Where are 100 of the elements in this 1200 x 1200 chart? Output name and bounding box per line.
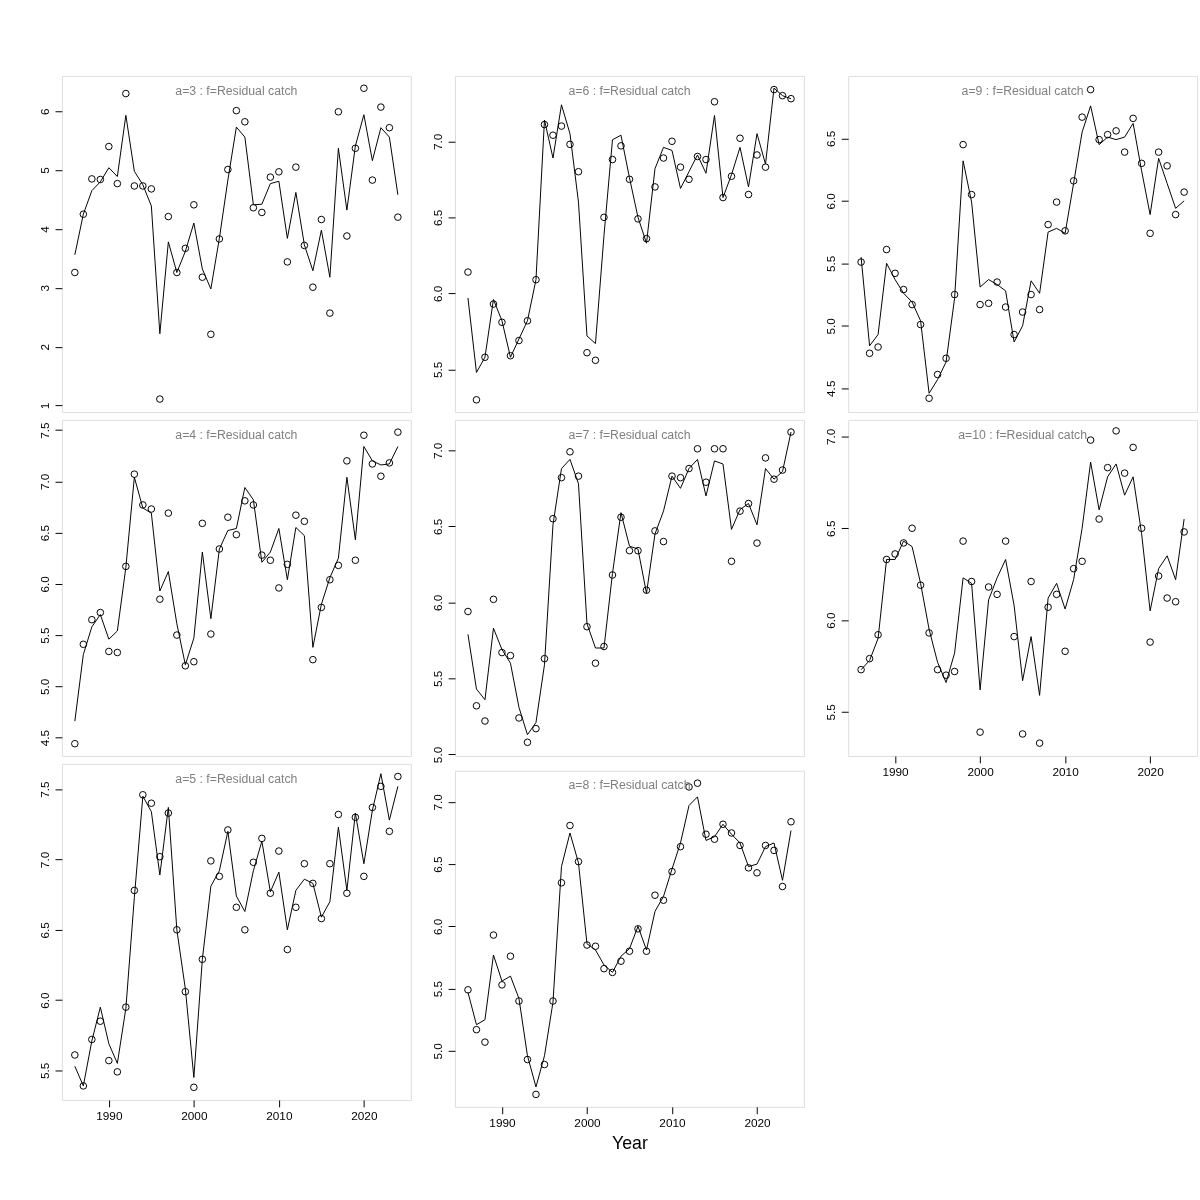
- point: [232, 106, 241, 115]
- point: [727, 829, 736, 837]
- point: [515, 997, 523, 1005]
- y-tick-label: 6.5: [823, 520, 837, 537]
- point: [685, 464, 693, 473]
- point: [283, 258, 292, 266]
- point: [360, 84, 368, 93]
- point: [1027, 577, 1035, 586]
- point: [874, 630, 882, 639]
- point: [600, 964, 608, 973]
- point: [1163, 162, 1171, 170]
- point: [292, 511, 300, 519]
- y-tick-label: 5.5: [37, 1062, 51, 1080]
- point: [916, 320, 925, 329]
- point: [283, 945, 292, 954]
- point: [1146, 638, 1154, 646]
- point: [258, 834, 266, 843]
- y-tick-label: 6.5: [430, 209, 444, 227]
- point: [181, 244, 190, 253]
- point: [710, 97, 719, 106]
- point: [634, 546, 642, 555]
- point: [874, 343, 882, 351]
- point: [1146, 229, 1154, 238]
- point: [676, 473, 685, 482]
- point: [1154, 148, 1163, 156]
- point: [156, 852, 164, 861]
- y-tick-label: 6.0: [823, 192, 837, 210]
- point: [1171, 597, 1180, 606]
- point: [736, 841, 744, 850]
- point: [506, 651, 515, 660]
- x-tick-label: 2020: [744, 1116, 772, 1129]
- point: [351, 556, 360, 565]
- point: [549, 997, 557, 1005]
- y-tick-label: 5.0: [823, 317, 837, 335]
- point: [659, 154, 668, 162]
- point: [659, 896, 668, 904]
- point: [464, 986, 472, 994]
- point: [377, 782, 385, 791]
- point: [498, 648, 506, 657]
- point: [232, 530, 241, 539]
- point: [984, 583, 993, 591]
- y-tick-label: 6.0: [823, 611, 837, 629]
- point: [1154, 572, 1163, 580]
- point: [241, 118, 249, 126]
- point: [651, 527, 659, 535]
- text: a=7 : f=Residual catch: [568, 427, 691, 442]
- line-series: [74, 773, 399, 1087]
- y-tick-label: 5.0: [430, 1042, 444, 1060]
- point: [942, 354, 950, 363]
- point: [984, 299, 993, 308]
- point: [394, 428, 402, 436]
- y-tick-label: 6.5: [37, 524, 51, 542]
- line-series: [467, 87, 792, 373]
- text: a=8 : f=Residual catch: [568, 778, 691, 793]
- point: [625, 175, 634, 184]
- point: [1137, 524, 1146, 533]
- point: [693, 444, 702, 453]
- point: [79, 640, 88, 649]
- point: [1137, 159, 1146, 168]
- point: [1171, 210, 1180, 219]
- point: [1010, 632, 1018, 641]
- point: [976, 728, 984, 736]
- point: [1018, 308, 1027, 316]
- point: [190, 1083, 198, 1092]
- point: [232, 903, 241, 912]
- point: [309, 283, 317, 291]
- point: [916, 581, 925, 589]
- point: [540, 120, 549, 129]
- point: [1095, 135, 1103, 144]
- point: [292, 903, 300, 912]
- y-tick-label: 7.0: [37, 473, 51, 491]
- point: [744, 190, 753, 199]
- y-tick-label: 6.5: [430, 855, 444, 873]
- point: [241, 926, 249, 934]
- point: [993, 590, 1001, 599]
- x-tick-label: 2000: [967, 765, 995, 779]
- point: [1001, 537, 1010, 545]
- point: [498, 318, 506, 327]
- point: [472, 396, 481, 404]
- point: [736, 134, 744, 143]
- point: [908, 300, 916, 309]
- y-tick-label: 6.5: [37, 921, 51, 939]
- point: [258, 551, 266, 559]
- point: [71, 1051, 79, 1059]
- point: [1163, 594, 1171, 602]
- point: [857, 258, 865, 266]
- point: [787, 94, 795, 103]
- y-tick-label: 7.0: [430, 793, 444, 811]
- point: [967, 190, 976, 199]
- point: [617, 142, 625, 150]
- point: [173, 631, 181, 639]
- y-tick-label: 6: [37, 107, 51, 115]
- point: [481, 717, 489, 725]
- line-series: [860, 461, 1185, 696]
- point: [164, 212, 173, 221]
- y-tick-label: 5.5: [823, 255, 837, 272]
- point: [224, 165, 232, 174]
- y-tick-label: 6.0: [37, 991, 51, 1009]
- point: [156, 595, 164, 603]
- point: [702, 155, 710, 164]
